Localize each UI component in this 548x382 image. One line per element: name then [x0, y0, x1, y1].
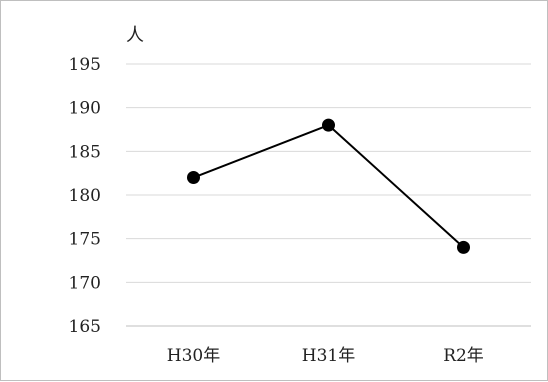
x-axis: H30年 H31年 R2年 — [167, 346, 484, 366]
y-tick-label: 180 — [69, 186, 101, 206]
y-axis: 人 195 190 185 180 175 170 165 — [69, 25, 144, 337]
y-tick-label: 175 — [69, 230, 101, 250]
data-point — [457, 240, 470, 254]
y-tick-label: 185 — [69, 142, 101, 162]
y-tick-label: 170 — [69, 273, 101, 293]
series — [187, 118, 470, 254]
y-tick-label: 190 — [69, 99, 101, 119]
y-axis-unit-label: 人 — [126, 25, 144, 46]
data-point — [322, 118, 335, 132]
x-tick-label: H30年 — [167, 346, 220, 366]
x-tick-label: H31年 — [302, 346, 355, 366]
y-tick-label: 195 — [69, 55, 101, 75]
gridlines — [126, 63, 531, 327]
y-tick-label: 165 — [69, 317, 101, 337]
x-tick-label: R2年 — [443, 346, 484, 366]
data-point — [187, 171, 200, 185]
series-line — [193, 123, 465, 249]
